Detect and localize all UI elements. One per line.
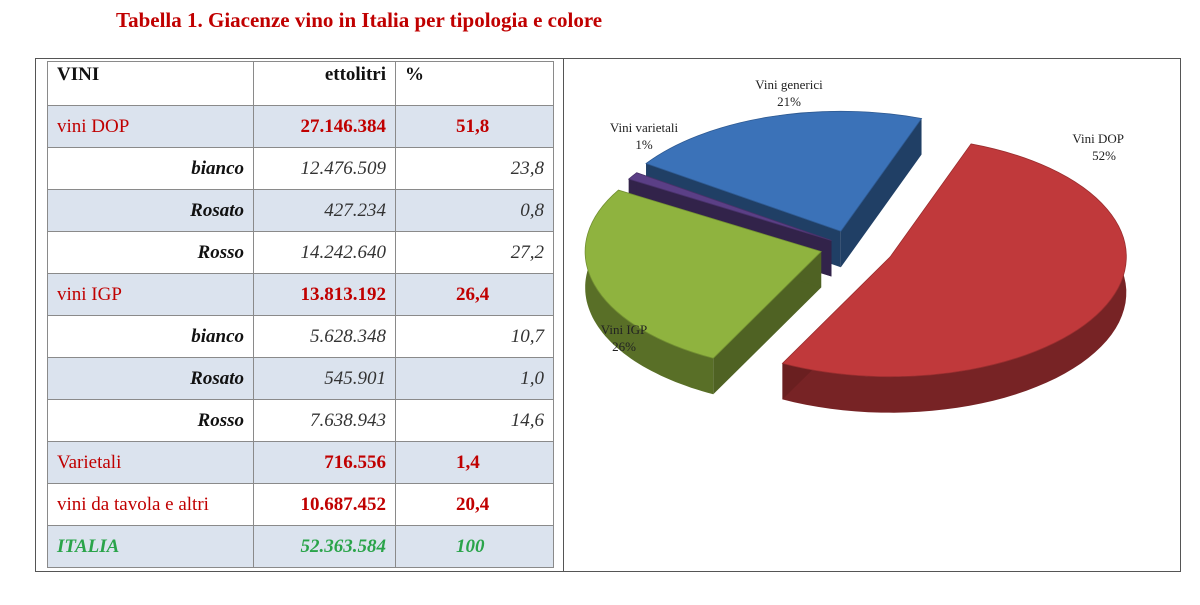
row-ettolitri: 13.813.192: [253, 273, 396, 316]
header-vini: VINI: [47, 61, 254, 106]
pie-label-percent: 26%: [612, 339, 636, 354]
row-ettolitri: 7.638.943: [253, 399, 396, 442]
row-ettolitri: 27.146.384: [253, 105, 396, 148]
row-name: Rosso: [47, 231, 254, 274]
pie-slice-vini-dop: [781, 143, 1127, 413]
row-name: bianco: [47, 147, 254, 190]
pie-labels: Vini DOP 52% Vini IGP 26% Vini varietali 1% Vi…: [601, 77, 1124, 354]
pie-label-percent: 1%: [635, 137, 653, 152]
row-name: ITALIA: [47, 525, 254, 568]
row-percent: 20,4: [395, 483, 554, 526]
pie-label-percent: 21%: [777, 94, 801, 109]
row-ettolitri: 52.363.584: [253, 525, 396, 568]
row-percent: 10,7: [395, 315, 554, 358]
row-percent: 1,0: [395, 357, 554, 400]
pie-slices: [584, 110, 1127, 413]
pie-slice-side: [782, 143, 1127, 413]
table-title: Tabella 1. Giacenze vino in Italia per t…: [116, 8, 603, 32]
row-ettolitri: 14.242.640: [253, 231, 396, 274]
row-percent: 0,8: [395, 189, 554, 232]
row-percent: 26,4: [395, 273, 554, 316]
header-ettolitri: ettolitri: [253, 61, 396, 106]
pie-label-percent: 52%: [1092, 148, 1116, 163]
pie-slice-top: [781, 143, 1127, 378]
table-row: ITALIA 52.363.584 100: [47, 525, 554, 568]
table-row: bianco 12.476.509 23,8: [47, 147, 554, 190]
pie-slice-top: [584, 189, 822, 359]
row-name: vini IGP: [47, 273, 254, 316]
pie-slice-top: [627, 172, 832, 241]
table-row: vini IGP 13.813.192 26,4: [47, 273, 554, 316]
table-row: vini da tavola e altri 10.687.452 20,4: [47, 483, 554, 526]
row-percent: 14,6: [395, 399, 554, 442]
pie-slice-top: [645, 110, 923, 232]
content-frame: [35, 58, 1181, 572]
wine-share-pie-chart: Vini DOP 52% Vini IGP 26% Vini varietali 1% Vi…: [584, 77, 1127, 413]
table-body: vini DOP 27.146.384 51,8 bianco 12.476.509 23…: [47, 105, 554, 568]
row-ettolitri: 427.234: [253, 189, 396, 232]
pie-slice-side: [585, 190, 714, 395]
pie-label-name: Vini generici: [755, 77, 823, 92]
row-percent: 1,4: [395, 441, 554, 484]
table-row: Rosso 7.638.943 14,6: [47, 399, 554, 442]
table-row: Varietali 716.556 1,4: [47, 441, 554, 484]
pie-slice-vini-igp: [584, 189, 822, 395]
row-name: Rosato: [47, 357, 254, 400]
table-row: Rosato 427.234 0,8: [47, 189, 554, 232]
row-name: Varietali: [47, 441, 254, 484]
row-name: vini DOP: [47, 105, 254, 148]
row-percent: 27,2: [395, 231, 554, 274]
pie-slice-edge: [840, 118, 922, 268]
row-name: bianco: [47, 315, 254, 358]
row-percent: 23,8: [395, 147, 554, 190]
header-percent: %: [395, 61, 554, 106]
table-row: bianco 5.628.348 10,7: [47, 315, 554, 358]
pie-label-name: Vini DOP: [1072, 131, 1124, 146]
row-name: vini da tavola e altri: [47, 483, 254, 526]
pie-slice-edge: [713, 251, 822, 395]
row-ettolitri: 716.556: [253, 441, 396, 484]
pie-label-name: Vini IGP: [601, 322, 648, 337]
frame-divider: [563, 58, 564, 572]
table-row: vini DOP 27.146.384 51,8: [47, 105, 554, 148]
row-ettolitri: 10.687.452: [253, 483, 396, 526]
wine-stock-table: VINI ettolitri % vini DOP 27.146.384 51,8 b…: [47, 61, 554, 568]
row-name: Rosato: [47, 189, 254, 232]
table-row: Rosato 545.901 1,0: [47, 357, 554, 400]
row-percent: 100: [395, 525, 554, 568]
pie-label-name: Vini varietali: [610, 120, 679, 135]
row-percent: 51,8: [395, 105, 554, 148]
row-ettolitri: 12.476.509: [253, 147, 396, 190]
table-row: Rosso 14.242.640 27,2: [47, 231, 554, 274]
row-ettolitri: 5.628.348: [253, 315, 396, 358]
row-ettolitri: 545.901: [253, 357, 396, 400]
row-name: Rosso: [47, 399, 254, 442]
